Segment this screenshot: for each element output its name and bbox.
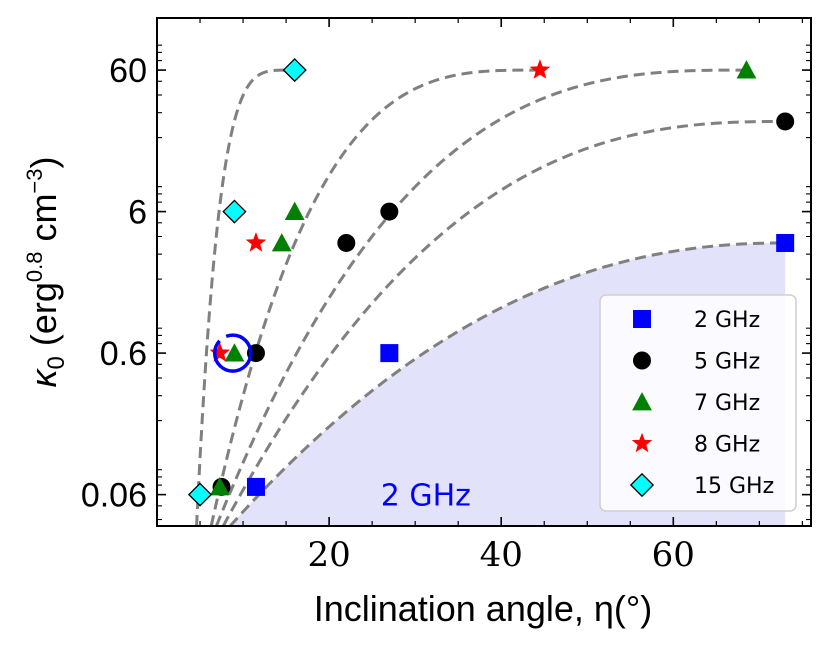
legend-label-7-ghz: 7 GHz [694, 391, 760, 416]
marker-8-ghz-1 [209, 342, 231, 362]
legend-marker-8-ghz [631, 432, 653, 453]
legend-label-5-ghz: 5 GHz [694, 350, 760, 375]
fit-curve-2-ghz [229, 241, 786, 526]
x-tick-label-40: 40 [480, 535, 523, 575]
fit-curve-15-ghz [195, 68, 295, 526]
y-tick-label-6: 6 [128, 194, 147, 232]
marker-7-ghz-3 [271, 233, 292, 252]
shaded-region-label: 2 GHz [381, 479, 471, 514]
x-axis-title: Inclination angle, η(°) [314, 588, 653, 629]
plot-frame [156, 17, 812, 527]
marker-8-ghz-2 [245, 232, 267, 252]
x-tick-label-60: 60 [652, 535, 695, 575]
marker-7-ghz-5 [736, 60, 757, 79]
legend-label-15-ghz: 15 GHz [694, 474, 774, 499]
marker-15-ghz-3 [282, 57, 307, 83]
marker-15-ghz-2 [222, 199, 247, 224]
fit-curve-8-ghz [209, 68, 540, 526]
marker-2-ghz-1 [246, 477, 265, 496]
legend-label-8-ghz: 8 GHz [694, 433, 760, 458]
legend-label-2-ghz: 2 GHz [694, 308, 760, 333]
legend-marker-15-ghz [629, 472, 655, 498]
highlight-circle [212, 333, 253, 373]
y-tick-label-0-6: 0.6 [100, 335, 147, 373]
fit-curve-5-ghz [221, 119, 786, 526]
marker-2-ghz-3 [776, 233, 795, 252]
y-tick-label-60: 60 [109, 52, 147, 90]
x-tick-label-20: 20 [307, 535, 350, 575]
legend-marker-2-ghz [633, 310, 651, 328]
y-axis-title: κ0 (erg0.8 cm−3) [22, 156, 70, 387]
marker-7-ghz-2 [224, 343, 245, 362]
fit-curve-7-ghz [214, 68, 747, 526]
marker-8-ghz-3 [529, 59, 551, 79]
marker-7-ghz-4 [284, 201, 305, 220]
marker-5-ghz-4 [380, 202, 399, 221]
y-tick-label-0-06: 0.06 [81, 477, 147, 515]
legend-marker-7-ghz [632, 392, 652, 411]
marker-15-ghz-1 [187, 482, 213, 507]
marker-2-ghz-2 [380, 344, 399, 363]
legend-box [599, 294, 797, 512]
marker-5-ghz-5 [776, 112, 795, 131]
legend-marker-5-ghz [633, 351, 651, 370]
marker-5-ghz-3 [337, 233, 356, 252]
y-axis-title-text: κ0 (erg0.8 cm−3) [22, 156, 70, 387]
marker-7-ghz-1 [209, 477, 230, 496]
